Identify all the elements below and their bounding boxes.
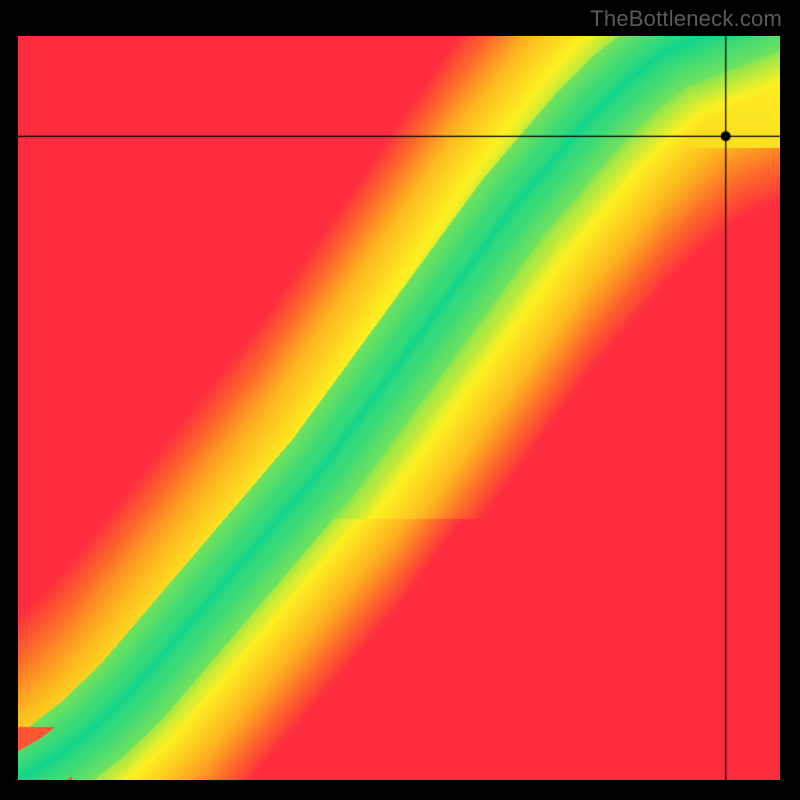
heatmap-plot xyxy=(18,36,780,780)
chart-container: TheBottleneck.com xyxy=(0,0,800,800)
watermark-text: TheBottleneck.com xyxy=(590,6,782,32)
heatmap-canvas xyxy=(18,36,780,780)
